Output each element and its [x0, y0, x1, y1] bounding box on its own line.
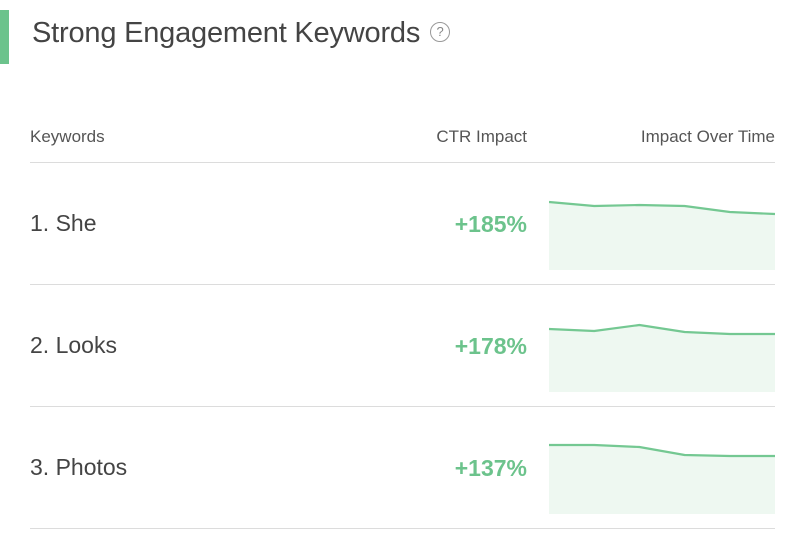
table-row: 3. Photos +137%: [30, 407, 775, 529]
sparkline-line: [549, 443, 775, 458]
impact-sparkline: [549, 441, 775, 514]
table-row: 1. She +185%: [30, 163, 775, 285]
impact-sparkline: [549, 197, 775, 270]
sparkline-area: [549, 325, 775, 392]
section-accent-bar: [0, 10, 9, 64]
ctr-impact-value: +185%: [454, 211, 527, 237]
sparkline-area: [549, 445, 775, 514]
table-header: Keywords CTR Impact Impact Over Time: [30, 112, 775, 163]
section-header: Strong Engagement Keywords ?: [32, 17, 451, 50]
ctr-impact-value: +137%: [454, 455, 527, 481]
sparkline-svg: [549, 200, 775, 270]
ctr-impact-value: +178%: [454, 333, 527, 359]
keyword-label[interactable]: 1. She: [30, 210, 97, 236]
keywords-table: Keywords CTR Impact Impact Over Time 1. …: [30, 112, 775, 529]
table-row: 2. Looks +178%: [30, 285, 775, 407]
impact-sparkline: [549, 319, 775, 392]
column-header-impact-over-time: Impact Over Time: [640, 127, 775, 146]
section-title: Strong Engagement Keywords: [32, 17, 421, 49]
help-icon[interactable]: ?: [430, 21, 451, 42]
sparkline-area: [549, 202, 775, 270]
column-header-ctr-impact: CTR Impact: [436, 127, 527, 146]
column-header-keywords: Keywords: [30, 127, 105, 146]
keyword-label[interactable]: 2. Looks: [30, 332, 117, 358]
sparkline-line: [549, 200, 775, 216]
sparkline-svg: [549, 443, 775, 514]
sparkline-line: [549, 323, 775, 336]
sparkline-svg: [549, 323, 775, 392]
keyword-label[interactable]: 3. Photos: [30, 454, 128, 480]
